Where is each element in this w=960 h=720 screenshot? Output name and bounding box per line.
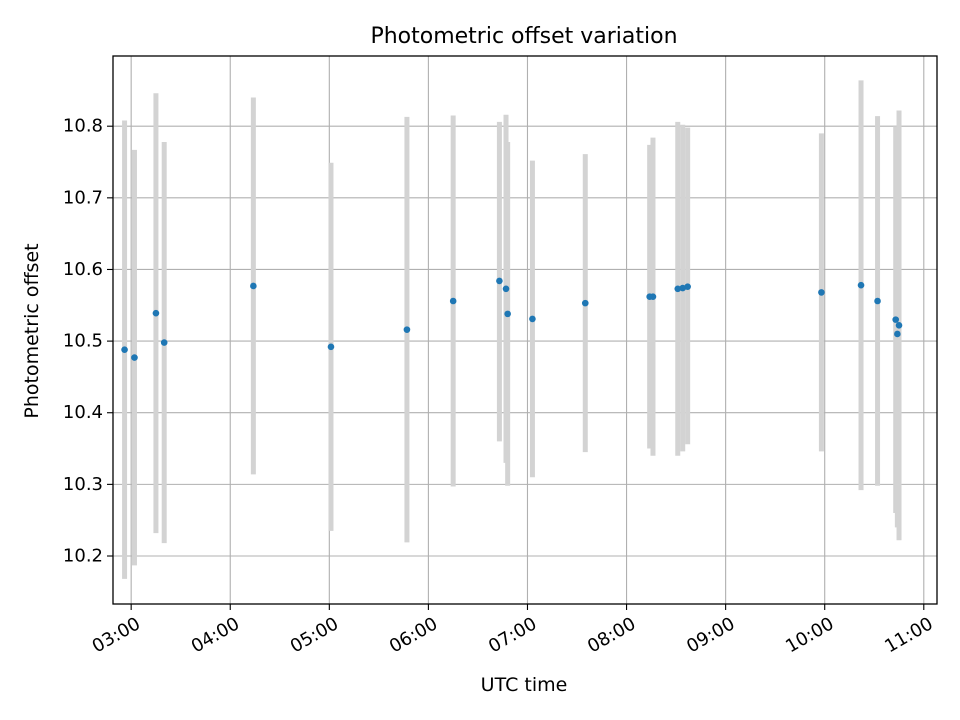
data-point	[684, 283, 691, 290]
x-tick-label: 03:00	[89, 613, 144, 657]
chart-title: Photometric offset variation	[370, 24, 677, 49]
x-tick-label: 08:00	[584, 613, 639, 657]
x-tick-label: 07:00	[485, 613, 540, 657]
y-tick-label: 10.8	[63, 116, 103, 137]
data-point	[529, 315, 536, 323]
data-point	[502, 285, 510, 293]
data-point	[152, 309, 160, 317]
error-bars	[122, 80, 902, 579]
x-tick-label: 10:00	[782, 613, 837, 657]
data-point	[818, 289, 825, 296]
data-point	[895, 322, 903, 329]
data-point	[874, 297, 881, 305]
y-tick-label: 10.2	[63, 546, 103, 567]
y-tick-label: 10.7	[63, 187, 103, 208]
y-tick-label: 10.4	[63, 402, 103, 423]
x-tick-label: 09:00	[683, 613, 738, 657]
data-point	[121, 346, 128, 353]
data-point	[679, 284, 686, 292]
data-point	[581, 299, 589, 307]
data-point	[857, 281, 865, 289]
data-point	[496, 277, 503, 285]
data-point	[649, 293, 657, 300]
y-axis-label: Photometric offset	[21, 243, 43, 418]
x-tick-label: 06:00	[386, 613, 441, 657]
data-point	[403, 326, 411, 333]
data-point	[504, 310, 511, 318]
data-point	[160, 339, 168, 346]
x-tick-label: 05:00	[287, 613, 342, 657]
data-point	[449, 297, 457, 305]
grid-lines	[113, 56, 937, 604]
data-point	[892, 316, 900, 323]
y-tick-label: 10.6	[63, 259, 103, 280]
axes-frame	[112, 55, 938, 605]
data-point	[674, 285, 682, 293]
data-point	[894, 330, 901, 338]
x-tick-label: 11:00	[881, 613, 936, 657]
x-axis-label: UTC time	[481, 674, 568, 696]
data-point	[327, 343, 335, 351]
x-tick-label: 04:00	[188, 613, 243, 657]
y-tick-label: 10.5	[63, 331, 103, 352]
data-points	[121, 277, 903, 361]
data-point	[131, 354, 138, 361]
y-tick-label: 10.3	[63, 474, 103, 495]
data-point	[250, 282, 257, 290]
